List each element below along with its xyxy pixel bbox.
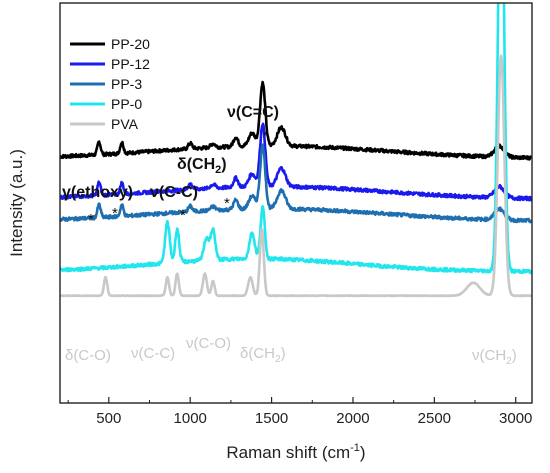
x-tick-label: 1500 bbox=[255, 410, 288, 427]
x-tick-label: 500 bbox=[96, 410, 121, 427]
legend-label: PP-3 bbox=[111, 76, 142, 92]
series-line-pp-3 bbox=[60, 143, 532, 224]
star-marker: * bbox=[88, 211, 94, 228]
annotation-nu-ch2: ν(CH2) bbox=[472, 347, 517, 367]
x-tick-label: 3000 bbox=[499, 410, 532, 427]
series-line-pp-0 bbox=[60, 3, 532, 275]
series-line-pva bbox=[60, 54, 532, 298]
x-tick-label: 1000 bbox=[174, 410, 207, 427]
annotation-nu-cc-bottom: ν(C-C) bbox=[131, 345, 175, 362]
x-tick-label: 2000 bbox=[336, 410, 369, 427]
x-axis: 500 1000 1500 2000 2500 3000 bbox=[67, 397, 532, 427]
annotation-delta-ch2-top: δ(CH2) bbox=[177, 156, 227, 176]
plot-frame bbox=[59, 2, 533, 404]
annotation-delta-ch2-bottom: δ(CH2) bbox=[240, 345, 286, 365]
annotation-delta-co: δ(C-O) bbox=[65, 347, 111, 364]
legend-label: PP-12 bbox=[111, 56, 150, 72]
legend-label: PVA bbox=[111, 116, 139, 132]
legend: PP-20 PP-12 PP-3 PP-0 PVA bbox=[70, 36, 150, 132]
annotations: γ(ethoxy) ν(C-C) δ(CH2) ν(C=C) * * * * *… bbox=[62, 104, 517, 367]
x-tick-label: 2500 bbox=[418, 410, 451, 427]
star-marker: * bbox=[180, 207, 186, 224]
series-layer bbox=[60, 3, 532, 298]
series-line-pp-20 bbox=[60, 80, 532, 161]
annotation-nu-cc-top: ν(C-C) bbox=[150, 184, 198, 201]
y-axis-title: Intensity (a.u.) bbox=[7, 149, 26, 257]
annotation-nu-c-eq-c: ν(C=C) bbox=[227, 104, 279, 121]
legend-label: PP-20 bbox=[111, 36, 150, 52]
legend-label: PP-0 bbox=[111, 96, 142, 112]
annotation-nu-co-bottom: ν(C-O) bbox=[186, 335, 231, 352]
annotation-gamma-ethoxy: γ(ethoxy) bbox=[62, 184, 133, 201]
star-marker: * bbox=[263, 128, 269, 145]
star-marker: * bbox=[224, 195, 230, 212]
series-line-pp-12 bbox=[60, 122, 532, 202]
star-marker: * bbox=[112, 205, 118, 222]
x-axis-title: Raman shift (cm-1) bbox=[226, 442, 365, 462]
